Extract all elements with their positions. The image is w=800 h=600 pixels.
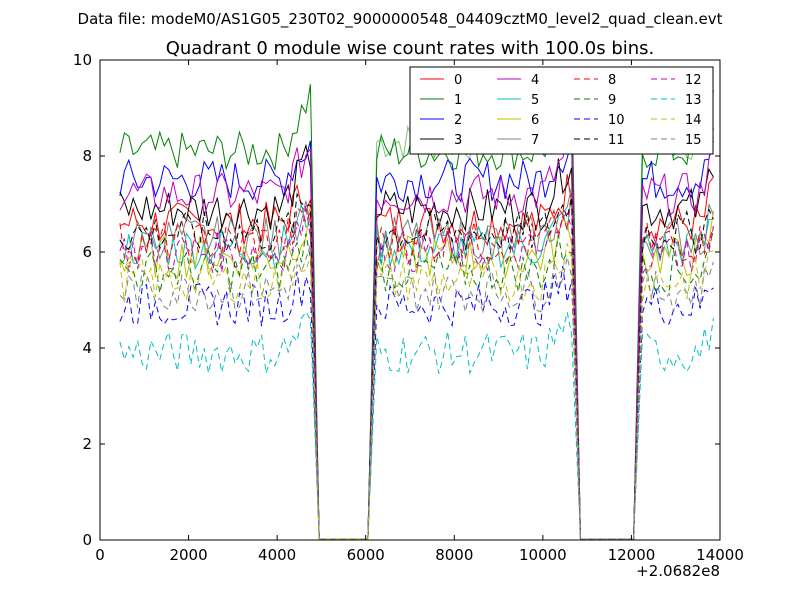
x-tick-label: 12000 — [608, 546, 656, 564]
x-tick-label: 4000 — [258, 546, 296, 564]
series-line-5 — [119, 193, 714, 540]
x-tick-label: 14000 — [696, 546, 744, 564]
legend-label-4: 4 — [531, 73, 539, 88]
x-tick-label: 10000 — [519, 546, 567, 564]
chart-title: Quadrant 0 module wise count rates with … — [166, 38, 655, 59]
legend-label-13: 13 — [685, 93, 702, 108]
x-tick-label: 8000 — [435, 546, 473, 564]
legend-label-14: 14 — [685, 113, 702, 128]
axes-frame — [99, 59, 721, 541]
legend-label-2: 2 — [454, 113, 462, 128]
legend-label-5: 5 — [531, 93, 539, 108]
x-offset-label: +2.0682e8 — [636, 562, 720, 580]
y-tick-label: 8 — [82, 147, 92, 165]
series-line-8 — [119, 192, 714, 540]
plot-area — [119, 80, 714, 540]
x-tick-label: 2000 — [169, 546, 207, 564]
series-line-11 — [119, 192, 714, 540]
legend-label-9: 9 — [608, 93, 616, 108]
y-tick-label: 6 — [82, 243, 92, 261]
series-line-13 — [119, 310, 714, 540]
series-line-7 — [119, 187, 714, 540]
legend-label-8: 8 — [608, 73, 616, 88]
legend-label-6: 6 — [531, 113, 539, 128]
y-tick-label: 0 — [82, 531, 92, 549]
series-line-4 — [119, 128, 714, 540]
legend-label-12: 12 — [685, 73, 702, 88]
legend-label-10: 10 — [608, 113, 625, 128]
legend-label-0: 0 — [454, 73, 462, 88]
legend-label-15: 15 — [685, 133, 702, 148]
series-line-15 — [119, 245, 714, 540]
series-line-3 — [119, 143, 714, 540]
series-line-2 — [119, 140, 714, 540]
x-tick-label: 6000 — [347, 546, 385, 564]
x-tick-label: 0 — [95, 546, 105, 564]
legend-label-3: 3 — [454, 133, 462, 148]
legend-label-7: 7 — [531, 133, 539, 148]
y-tick-label: 10 — [73, 51, 92, 69]
legend-label-1: 1 — [454, 93, 462, 108]
y-tick-label: 4 — [82, 339, 92, 357]
series-line-12 — [119, 205, 714, 540]
series-line-9 — [119, 230, 714, 540]
chart-suptitle: Data file: modeM0/AS1G05_230T02_90000005… — [78, 10, 723, 29]
y-tick-label: 2 — [82, 435, 92, 453]
series-line-10 — [119, 265, 714, 540]
legend-label-11: 11 — [608, 133, 625, 148]
